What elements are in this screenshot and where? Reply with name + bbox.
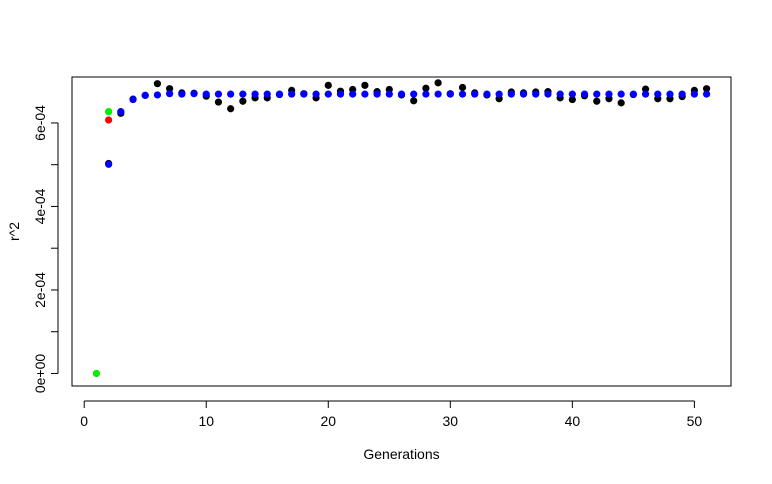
data-point [153, 80, 162, 88]
data-point [105, 116, 113, 124]
data-point [239, 97, 247, 105]
data-point [507, 90, 515, 98]
data-point [678, 90, 686, 98]
data-point [336, 90, 345, 98]
data-point [129, 95, 137, 104]
data-point [532, 90, 540, 98]
data-point [568, 95, 576, 104]
data-point [629, 90, 637, 98]
data-point [593, 90, 601, 98]
data-point [666, 90, 674, 98]
data-point [361, 90, 369, 98]
y-axis: 0e+00 2e-04 4e-04 6e-04 [32, 105, 59, 394]
data-point [166, 90, 174, 98]
data-point [702, 85, 711, 93]
data-point [251, 90, 259, 98]
data-point [178, 90, 186, 98]
data-point [227, 90, 235, 98]
data-point [166, 85, 174, 93]
data-point [105, 160, 113, 168]
data-point [495, 90, 503, 98]
x-tick-label: 50 [687, 413, 703, 429]
y-axis-label: r^2 [6, 222, 22, 241]
x-tick-label: 30 [443, 413, 459, 429]
data-point [617, 90, 625, 98]
data-point [214, 98, 223, 106]
y-tick-label: 2e-04 [32, 272, 48, 308]
data-point [227, 105, 235, 113]
data-point [617, 99, 625, 107]
plot-frame [71, 76, 732, 387]
data-point [544, 90, 552, 98]
y-tick-label: 0e+00 [32, 354, 48, 394]
data-point [397, 90, 406, 98]
data-point [275, 90, 284, 98]
data-point [312, 90, 320, 98]
data-point [641, 85, 650, 93]
data-point [324, 81, 332, 89]
data-point [556, 90, 564, 98]
data-point [263, 90, 271, 98]
data-point [105, 108, 113, 116]
data-point [117, 108, 125, 116]
data-point [202, 90, 210, 98]
x-tick-label: 20 [320, 413, 336, 429]
data-points [92, 79, 711, 378]
data-point [422, 84, 430, 92]
data-point [410, 90, 418, 98]
data-point [288, 90, 296, 98]
data-point [373, 90, 381, 98]
data-point [483, 90, 491, 98]
data-point [702, 90, 711, 98]
data-point [361, 81, 369, 89]
data-point [434, 79, 442, 87]
y-tick-label: 6e-04 [32, 105, 48, 141]
data-point [593, 97, 601, 105]
data-point [605, 90, 613, 98]
data-point [471, 90, 479, 98]
data-point [641, 90, 650, 98]
data-point [568, 90, 576, 98]
data-point [446, 90, 454, 98]
data-point [422, 90, 430, 98]
x-tick-label: 40 [565, 413, 581, 429]
y-tick-label: 4e-04 [32, 188, 48, 224]
data-point [580, 90, 589, 98]
x-tick-label: 0 [80, 413, 88, 429]
x-axis: 0 10 20 30 40 50 [80, 400, 703, 429]
data-point [519, 90, 528, 98]
data-point [385, 90, 393, 98]
data-point [92, 369, 101, 378]
data-point [153, 91, 162, 99]
data-point [434, 90, 442, 98]
x-axis-label: Generations [363, 446, 439, 462]
data-point [141, 91, 149, 99]
data-point [458, 90, 467, 98]
data-point [300, 90, 308, 98]
data-point [654, 90, 662, 98]
data-point [190, 90, 198, 98]
data-point [349, 90, 357, 98]
x-tick-label: 10 [198, 413, 214, 429]
data-point [410, 97, 418, 105]
data-point [690, 90, 698, 98]
data-point [239, 90, 247, 98]
data-point [214, 90, 223, 98]
data-point [324, 90, 332, 98]
data-point [458, 83, 467, 92]
